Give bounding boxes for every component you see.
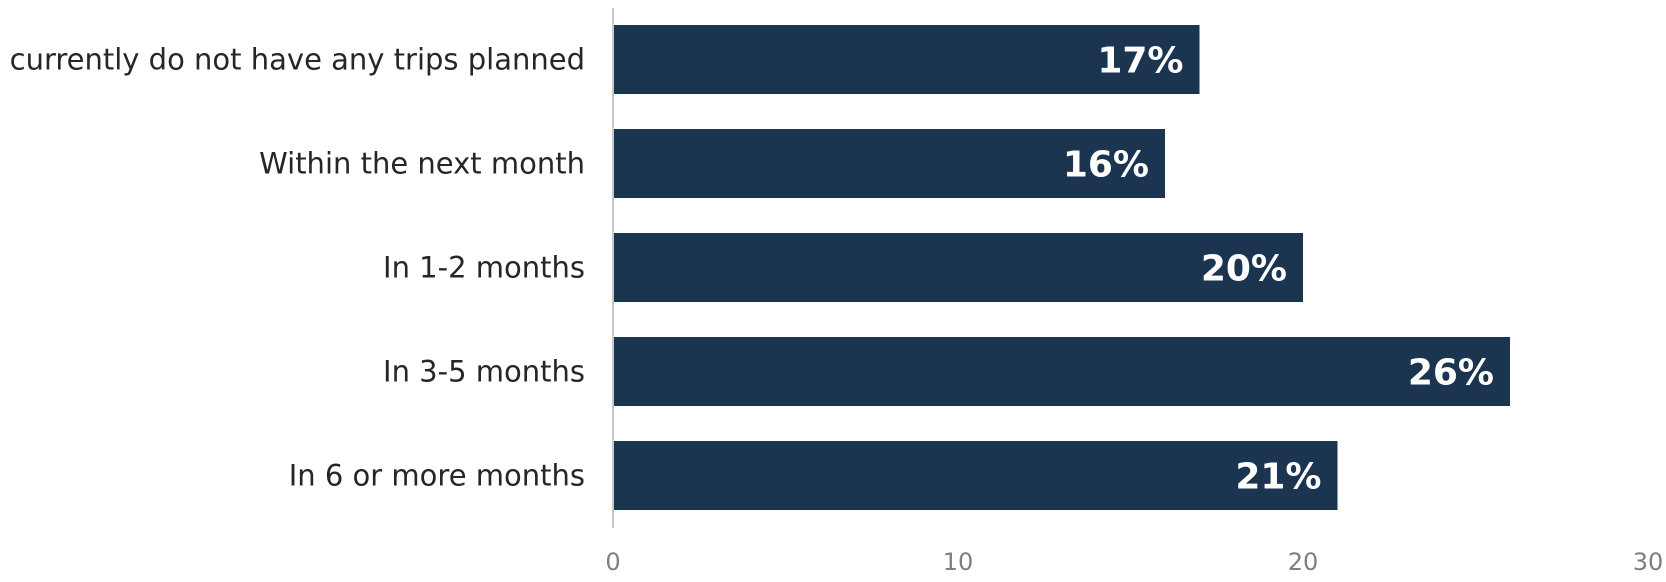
bar bbox=[613, 441, 1338, 510]
bars-layer bbox=[613, 25, 1510, 510]
data-label: 21% bbox=[1235, 457, 1321, 498]
bar bbox=[613, 233, 1303, 302]
x-tick-label: 20 bbox=[1288, 548, 1319, 576]
bar bbox=[613, 25, 1200, 94]
labels-layer: 17% I currently do not have any trips pla… bbox=[0, 41, 1494, 498]
category-label: I currently do not have any trips planne… bbox=[0, 43, 585, 77]
x-tick-label: 0 bbox=[605, 548, 620, 576]
category-label: In 3-5 months bbox=[383, 355, 585, 389]
x-tick-label: 10 bbox=[943, 548, 974, 576]
x-tick-labels: 0 10 20 30 bbox=[605, 548, 1663, 576]
bar bbox=[613, 337, 1510, 406]
data-label: 26% bbox=[1408, 353, 1494, 394]
x-tick-label: 30 bbox=[1633, 548, 1664, 576]
data-label: 20% bbox=[1201, 249, 1287, 290]
category-label: In 6 or more months bbox=[289, 459, 585, 493]
category-label: Within the next month bbox=[259, 147, 585, 181]
data-label: 17% bbox=[1097, 41, 1183, 82]
category-label: In 1-2 months bbox=[383, 251, 585, 285]
bar bbox=[613, 129, 1165, 198]
data-label: 16% bbox=[1063, 145, 1149, 186]
